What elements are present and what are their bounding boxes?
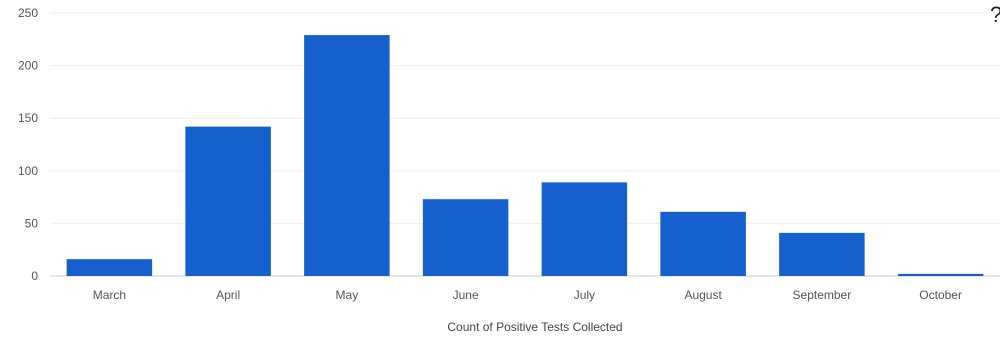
bar-september[interactable]: [779, 232, 865, 276]
bar-august[interactable]: [660, 211, 746, 276]
x-axis-title: Count of Positive Tests Collected: [447, 320, 622, 334]
bar-april[interactable]: [185, 126, 271, 276]
x-tick-label-july: July: [574, 288, 595, 302]
x-tick-label-may: May: [336, 288, 359, 302]
bar-june[interactable]: [422, 199, 509, 276]
corner-glyph: ?: [990, 2, 1000, 27]
bar-march[interactable]: [66, 259, 153, 276]
y-tick-label: 50: [25, 216, 39, 230]
x-tick-label-april: April: [216, 288, 240, 302]
bar-may[interactable]: [304, 35, 390, 277]
x-tick-label-september: September: [793, 288, 852, 302]
x-axis-ticks: March April May June July August September Octo…: [93, 288, 962, 302]
y-tick-label: 200: [18, 59, 38, 73]
y-axis-ticks: 0 50 100 150 200 250: [18, 6, 38, 283]
x-tick-label-march: March: [93, 288, 126, 302]
bar-october[interactable]: [897, 273, 984, 276]
y-tick-label: 0: [31, 269, 38, 283]
y-tick-label: 250: [18, 6, 38, 20]
y-tick-label: 150: [18, 111, 38, 125]
y-tick-label: 100: [18, 164, 38, 178]
x-tick-label-august: August: [684, 288, 722, 302]
bar-july[interactable]: [541, 182, 628, 276]
bars: [66, 35, 984, 277]
x-tick-label-october: October: [919, 288, 962, 302]
x-tick-label-june: June: [453, 288, 479, 302]
